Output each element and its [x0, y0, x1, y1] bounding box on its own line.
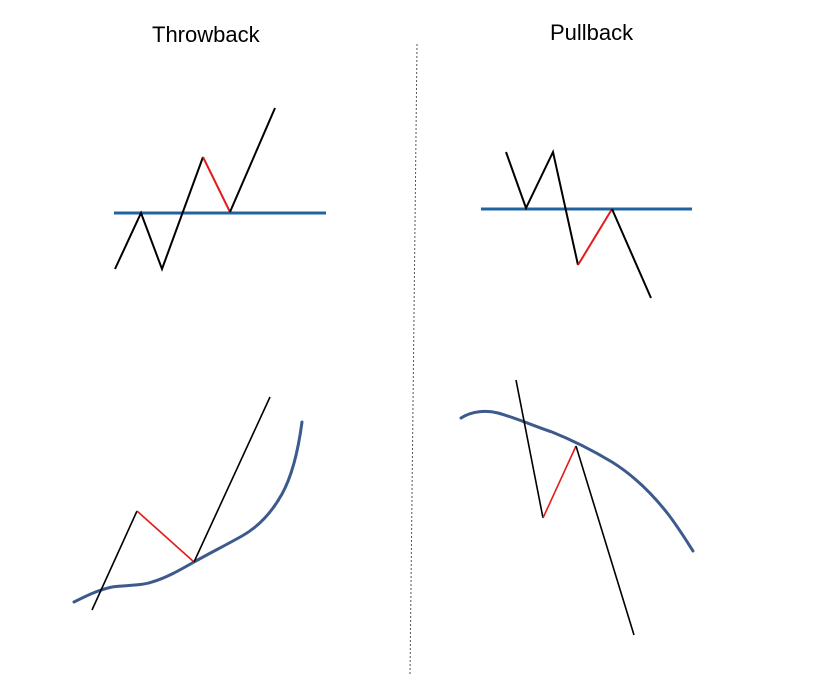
throwback-retrace-segment: [202, 156, 231, 213]
throwback-ma-retrace-segment: [136, 510, 195, 563]
pullback-ma-continuation-line: [575, 445, 635, 636]
pullback-price-path: [505, 148, 579, 266]
throwback-price-path: [114, 156, 204, 272]
panel-divider: [409, 43, 418, 677]
pullback-retrace-segment: [577, 208, 613, 266]
throwback-rise-line: [91, 510, 138, 611]
throwback-title: Throwback: [152, 22, 260, 47]
throwback-ma-continuation-line: [193, 396, 271, 563]
pullback-continuation-line: [611, 208, 652, 299]
throwback-continuation-line: [229, 107, 276, 213]
pullback-moving-average-curve: [459, 409, 695, 553]
pullback-drop-line: [515, 379, 544, 519]
pullback-title: Pullback: [550, 20, 634, 45]
pullback-ma-retrace-segment: [542, 445, 577, 519]
